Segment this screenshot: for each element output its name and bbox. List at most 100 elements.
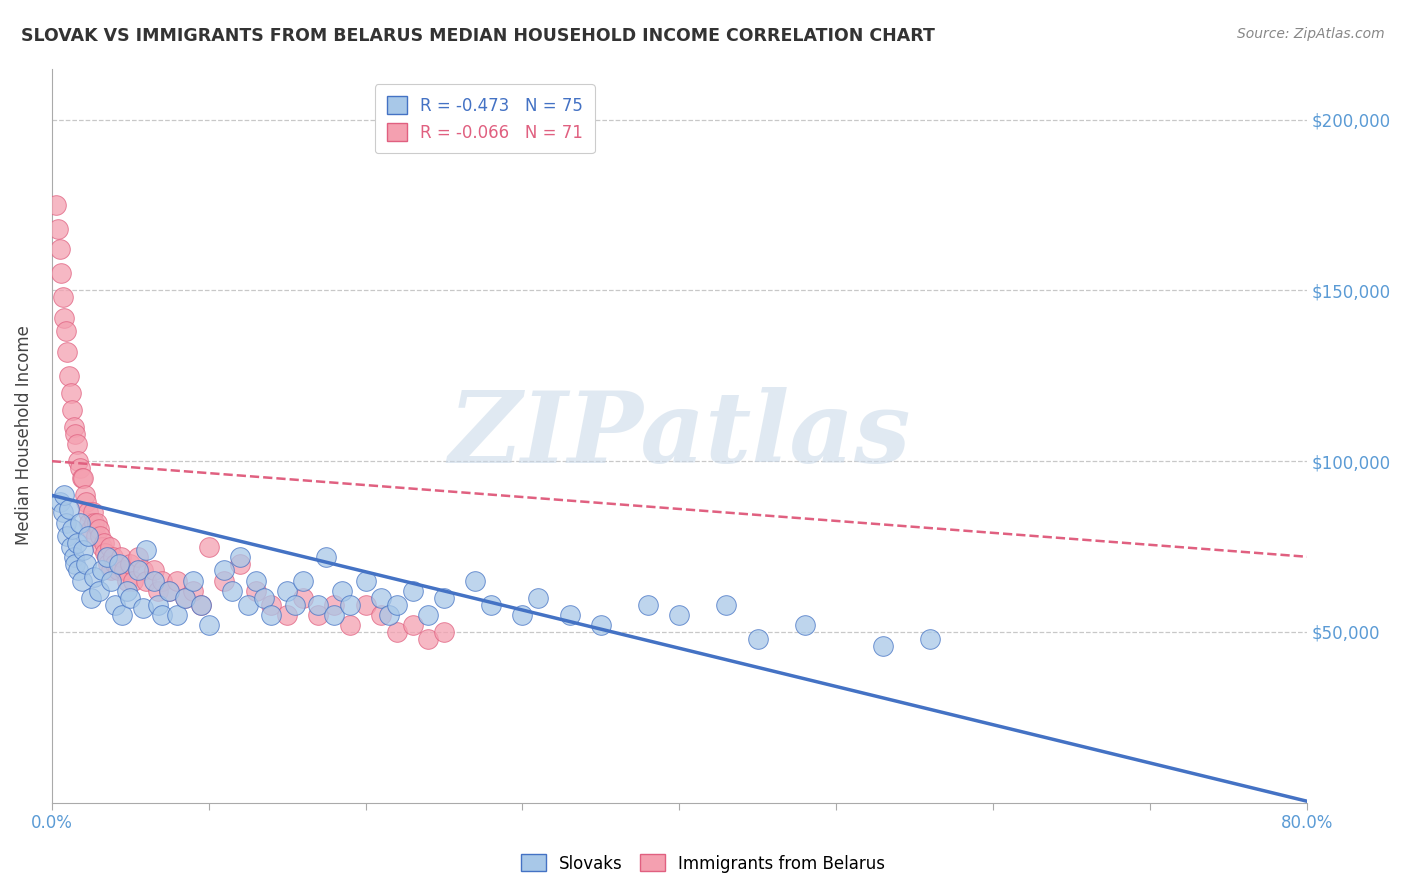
Point	[127, 549, 149, 564]
Point	[181, 583, 204, 598]
Point	[120, 557, 142, 571]
Point	[378, 607, 401, 622]
Point	[150, 607, 173, 622]
Point	[112, 563, 135, 577]
Point	[433, 591, 456, 605]
Point	[91, 563, 114, 577]
Point	[252, 591, 274, 605]
Point	[87, 583, 110, 598]
Text: SLOVAK VS IMMIGRANTS FROM BELARUS MEDIAN HOUSEHOLD INCOME CORRELATION CHART: SLOVAK VS IMMIGRANTS FROM BELARUS MEDIAN…	[21, 27, 935, 45]
Point	[354, 574, 377, 588]
Point	[83, 570, 105, 584]
Legend: Slovaks, Immigrants from Belarus: Slovaks, Immigrants from Belarus	[515, 847, 891, 880]
Point	[159, 583, 181, 598]
Point	[72, 543, 94, 558]
Point	[96, 549, 118, 564]
Point	[100, 574, 122, 588]
Point	[174, 591, 197, 605]
Point	[111, 607, 134, 622]
Point	[291, 574, 314, 588]
Point	[142, 563, 165, 577]
Point	[229, 549, 252, 564]
Point	[181, 574, 204, 588]
Point	[315, 549, 337, 564]
Point	[260, 607, 283, 622]
Point	[56, 529, 79, 543]
Point	[558, 607, 581, 622]
Point	[142, 574, 165, 588]
Point	[53, 310, 76, 325]
Point	[339, 598, 361, 612]
Point	[87, 523, 110, 537]
Point	[370, 607, 392, 622]
Point	[48, 495, 70, 509]
Point	[308, 598, 330, 612]
Point	[72, 471, 94, 485]
Point	[75, 495, 97, 509]
Point	[69, 461, 91, 475]
Point	[62, 549, 84, 564]
Point	[66, 536, 89, 550]
Point	[94, 546, 117, 560]
Point	[115, 583, 138, 598]
Point	[70, 574, 93, 588]
Point	[83, 516, 105, 530]
Point	[920, 632, 942, 646]
Point	[229, 557, 252, 571]
Point	[76, 529, 98, 543]
Point	[55, 516, 77, 530]
Point	[637, 598, 659, 612]
Point	[872, 639, 894, 653]
Point	[260, 598, 283, 612]
Point	[73, 488, 96, 502]
Point	[55, 325, 77, 339]
Point	[101, 549, 124, 564]
Point	[98, 540, 121, 554]
Point	[479, 598, 502, 612]
Point	[370, 591, 392, 605]
Point	[65, 426, 87, 441]
Point	[67, 454, 90, 468]
Point	[245, 574, 267, 588]
Point	[79, 516, 101, 530]
Point	[221, 583, 243, 598]
Point	[80, 523, 103, 537]
Point	[80, 591, 103, 605]
Point	[60, 403, 83, 417]
Point	[339, 618, 361, 632]
Point	[58, 368, 80, 383]
Point	[236, 598, 259, 612]
Point	[93, 536, 115, 550]
Point	[527, 591, 550, 605]
Point	[108, 557, 131, 571]
Point	[308, 607, 330, 622]
Point	[512, 607, 534, 622]
Point	[59, 540, 82, 554]
Point	[96, 549, 118, 564]
Point	[323, 598, 346, 612]
Point	[197, 618, 219, 632]
Point	[45, 198, 67, 212]
Point	[276, 583, 298, 598]
Point	[245, 583, 267, 598]
Text: ZIPatlas: ZIPatlas	[449, 387, 911, 483]
Point	[70, 471, 93, 485]
Point	[91, 540, 114, 554]
Point	[48, 243, 70, 257]
Point	[52, 505, 75, 519]
Point	[60, 523, 83, 537]
Point	[62, 420, 84, 434]
Point	[159, 583, 181, 598]
Point	[276, 607, 298, 622]
Point	[190, 598, 212, 612]
Point	[214, 574, 236, 588]
Point	[86, 516, 108, 530]
Legend: R = -0.473   N = 75, R = -0.066   N = 71: R = -0.473 N = 75, R = -0.066 N = 71	[375, 84, 595, 153]
Point	[65, 557, 87, 571]
Point	[354, 598, 377, 612]
Point	[166, 607, 188, 622]
Point	[115, 574, 138, 588]
Point	[418, 607, 440, 622]
Point	[58, 502, 80, 516]
Point	[132, 563, 155, 577]
